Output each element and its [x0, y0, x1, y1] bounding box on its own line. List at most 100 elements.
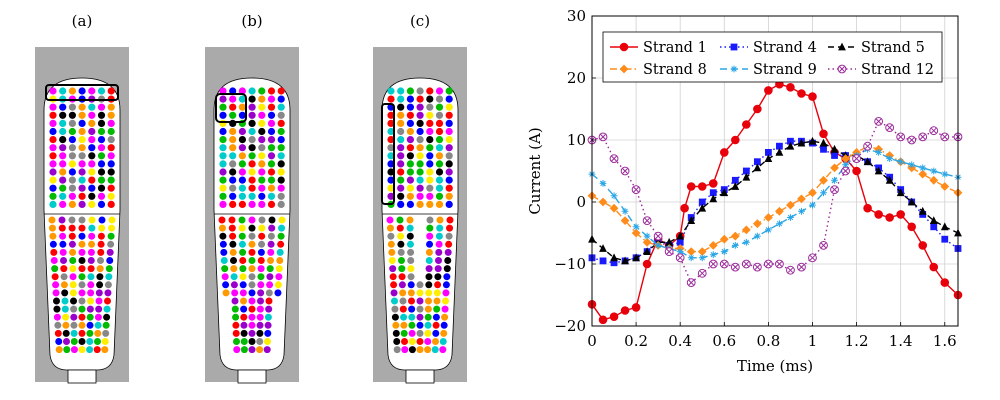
strand-dot — [62, 321, 70, 329]
strand-dot — [416, 305, 424, 313]
strand-dot — [59, 192, 67, 200]
strand-dot — [416, 200, 424, 208]
strand-dot — [445, 192, 453, 200]
data-point — [929, 216, 938, 224]
strand-dot — [78, 232, 86, 240]
strand-dot — [88, 160, 96, 168]
panel-label-b: (b) — [241, 12, 262, 30]
strand-dot — [431, 346, 439, 354]
strand-dot — [229, 144, 237, 152]
strand-dot — [277, 127, 285, 136]
strand-dot — [231, 289, 239, 297]
data-point — [918, 169, 928, 179]
strand-dot — [59, 248, 67, 256]
strand-dot — [107, 144, 115, 152]
data-point — [863, 141, 873, 151]
strand-dot — [433, 297, 441, 305]
strand-dot — [69, 289, 77, 297]
strand-dot — [107, 136, 115, 144]
strand-dot — [68, 136, 76, 144]
data-point — [709, 194, 718, 203]
strand-dot — [397, 127, 405, 136]
data-point — [885, 213, 894, 222]
data-point — [731, 135, 740, 145]
marker-cross — [688, 279, 694, 286]
strand-dot — [78, 240, 86, 248]
strand-dot — [78, 257, 86, 264]
data-point — [680, 203, 689, 213]
strand-dot — [248, 224, 256, 232]
data-point — [687, 254, 695, 262]
strand-dot — [97, 257, 104, 264]
strand-dot — [55, 338, 63, 345]
marker-cross — [897, 134, 904, 140]
strand-dot — [50, 248, 58, 256]
strand-dot — [248, 87, 256, 95]
data-point — [940, 182, 950, 191]
data-point — [787, 214, 794, 221]
strand-dot — [238, 160, 246, 168]
strand-dot — [267, 160, 276, 168]
strand-dot — [434, 265, 442, 273]
strand-dot — [63, 346, 71, 354]
strand-dot — [387, 127, 395, 136]
data-point — [753, 104, 762, 114]
strand-dot — [408, 313, 416, 321]
strand-dot — [267, 176, 276, 184]
strand-dot — [248, 192, 256, 200]
data-point — [686, 182, 696, 191]
strand-dot — [219, 184, 227, 192]
strand-dot — [49, 152, 57, 160]
strand-dot — [399, 305, 407, 313]
strand-dot — [61, 305, 69, 313]
strand-dot — [59, 87, 67, 95]
strand-dot — [424, 329, 432, 337]
strand-dot — [238, 176, 246, 184]
strand-dot — [78, 200, 86, 208]
data-point — [742, 172, 751, 181]
strand-dot — [256, 321, 264, 329]
strand-dot — [277, 168, 285, 176]
strand-dot — [268, 224, 276, 232]
strand-dot — [277, 232, 285, 240]
strand-dot — [101, 346, 109, 354]
strand-dot — [248, 248, 256, 256]
strand-dot — [406, 136, 414, 144]
data-point — [632, 223, 640, 231]
strand-dot — [97, 119, 106, 127]
strand-dot — [221, 273, 229, 281]
strand-dot — [258, 240, 266, 248]
strand-dot — [219, 192, 227, 200]
chart-ticks: 0 0.2 0.4 0.6 0.8 1 1.2 1.4 1.6 −20 −10 0 10 20 30 — [554, 7, 956, 350]
strand-dot — [416, 168, 424, 176]
series-line — [591, 120, 958, 284]
data-point — [863, 203, 872, 213]
data-point — [852, 166, 861, 176]
strand-dot — [108, 224, 116, 232]
strand-dot — [400, 329, 408, 337]
strand-dot — [70, 297, 77, 305]
strand-dot — [425, 273, 433, 281]
strand-dot — [229, 168, 237, 176]
strand-dot — [435, 119, 444, 127]
strand-dot — [266, 281, 274, 289]
strand-dot — [426, 200, 434, 208]
strand-dot — [387, 136, 395, 144]
strand-dot — [59, 232, 67, 240]
marker-cross — [710, 261, 716, 267]
strand-dot — [49, 160, 57, 168]
data-point — [654, 242, 662, 249]
data-point — [720, 188, 729, 197]
strand-dot — [248, 184, 256, 192]
strand-dot — [248, 305, 256, 313]
data-point — [631, 303, 641, 312]
strand-dot — [397, 95, 405, 103]
strand-dot — [397, 144, 405, 152]
strand-dot — [239, 257, 247, 264]
data-point — [929, 126, 939, 136]
strand-dot — [78, 103, 86, 111]
x-tick-label: 0 — [587, 332, 597, 350]
strand-dot — [68, 160, 76, 168]
strand-dot — [78, 168, 86, 176]
